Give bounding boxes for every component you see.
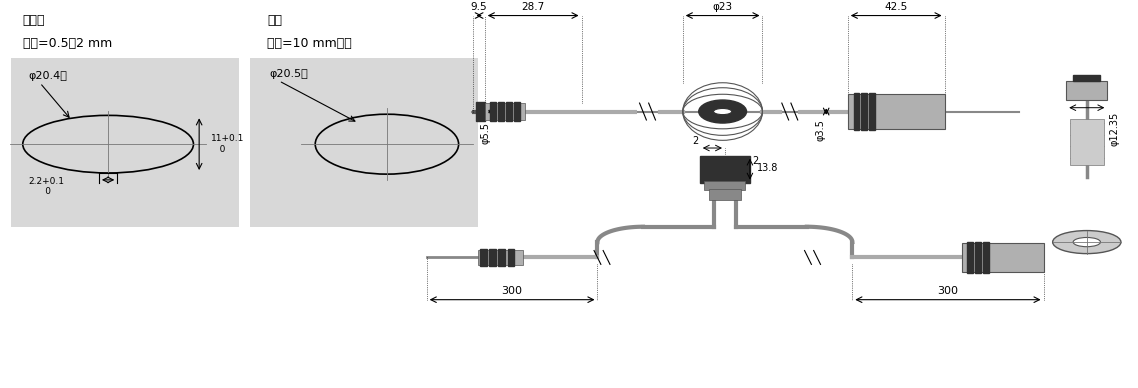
Bar <box>1070 119 1104 165</box>
Bar <box>11 58 239 227</box>
Bar <box>861 94 867 130</box>
Bar <box>476 102 485 121</box>
Text: φ3.5: φ3.5 <box>816 119 825 141</box>
Text: 13.8: 13.8 <box>757 163 778 173</box>
Text: 300: 300 <box>938 286 958 296</box>
Bar <box>975 242 981 273</box>
Text: φ12.35: φ12.35 <box>1110 111 1120 146</box>
Text: 木用: 木用 <box>267 14 282 27</box>
Bar <box>983 242 989 273</box>
Bar <box>848 94 945 129</box>
Bar <box>869 94 875 130</box>
Bar <box>854 94 859 130</box>
Bar <box>498 249 505 266</box>
Circle shape <box>1053 230 1121 254</box>
Bar <box>490 102 496 121</box>
Text: 板厚=0.5〜2 mm: 板厚=0.5〜2 mm <box>23 36 112 50</box>
Circle shape <box>1073 237 1100 247</box>
Text: φ20.5穴: φ20.5穴 <box>270 69 308 79</box>
Bar <box>962 243 1044 272</box>
Text: 板厚=10 mm以上: 板厚=10 mm以上 <box>267 36 352 50</box>
Text: 板金用: 板金用 <box>23 14 46 27</box>
Bar <box>1073 75 1100 81</box>
Bar <box>967 242 973 273</box>
Bar <box>506 102 512 121</box>
Bar <box>250 58 478 227</box>
Text: φ20.4穴: φ20.4穴 <box>28 71 67 81</box>
Bar <box>478 250 523 265</box>
Bar <box>709 189 741 200</box>
Text: 28.7: 28.7 <box>521 2 545 12</box>
Text: 11+0.1
   0: 11+0.1 0 <box>211 135 244 154</box>
Text: φ5.5: φ5.5 <box>481 122 490 144</box>
Circle shape <box>714 109 732 114</box>
Bar <box>489 249 496 266</box>
Text: 2: 2 <box>752 156 758 166</box>
Bar <box>700 156 750 183</box>
Text: 300: 300 <box>502 286 522 296</box>
Bar <box>704 181 745 190</box>
Ellipse shape <box>699 100 747 123</box>
Text: φ23: φ23 <box>712 2 733 12</box>
Bar <box>480 249 487 266</box>
Text: 42.5: 42.5 <box>884 2 908 12</box>
Bar <box>508 249 514 266</box>
Bar <box>514 102 520 121</box>
Bar <box>1066 81 1107 100</box>
Text: 2: 2 <box>693 136 699 146</box>
Text: 9.5: 9.5 <box>470 2 487 12</box>
Bar <box>498 102 504 121</box>
Text: 2.2+0.1
      0: 2.2+0.1 0 <box>28 177 65 196</box>
Bar <box>485 103 525 120</box>
